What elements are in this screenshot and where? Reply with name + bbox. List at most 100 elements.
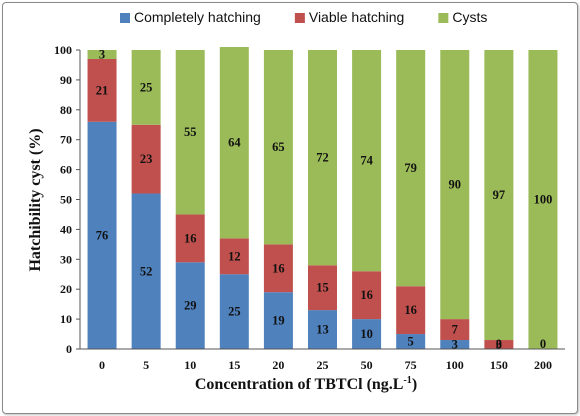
bar-viable-hatching-0: [87, 58, 117, 122]
data-label: 21: [96, 83, 109, 97]
x-tick-label: 0: [99, 358, 105, 372]
data-label: 13: [316, 323, 329, 337]
y-axis-title: Hatchibility cyst (%): [27, 128, 44, 271]
data-label: 3: [496, 338, 502, 352]
y-tick-label: 80: [60, 103, 72, 117]
bar-viable-hatching-10: [175, 214, 205, 263]
y-tick-label: 50: [60, 193, 72, 207]
y-tick-label: 60: [60, 163, 72, 177]
y-tick-label: 10: [60, 312, 72, 326]
bar-cysts-100: [440, 50, 470, 320]
data-label: 97: [493, 188, 506, 202]
data-label: 23: [140, 152, 153, 166]
data-label: 29: [184, 299, 197, 313]
x-axis-title: Concentration of TBTCl (ng.L-1): [195, 375, 417, 393]
legend-label: Completely hatching: [134, 9, 261, 25]
bar-viable-hatching-150: [484, 340, 514, 349]
bar-viable-hatching-20: [263, 244, 293, 293]
data-label: 25: [140, 80, 153, 94]
x-axis-title-main: Concentration of TBTCl (ng.L: [195, 376, 404, 393]
data-label: 52: [140, 264, 153, 278]
bar-completely-hatching-0: [87, 121, 117, 349]
x-tick-label: 100: [446, 358, 464, 372]
data-label: 79: [404, 161, 417, 175]
x-tick-label: 20: [272, 358, 284, 372]
y-tick-label: 30: [60, 252, 72, 266]
x-tick-label: 150: [490, 358, 508, 372]
data-label: 0: [540, 337, 546, 351]
x-tick-label: 10: [184, 358, 196, 372]
data-label: 0: [496, 337, 502, 351]
data-label: 7: [452, 323, 458, 337]
bar-viable-hatching-75: [396, 286, 426, 335]
bar-viable-hatching-5: [131, 124, 161, 194]
data-label: 12: [228, 249, 241, 263]
x-tick-label: 25: [317, 358, 329, 372]
data-label: 10: [360, 327, 373, 341]
legend-swatch: [294, 13, 305, 23]
x-tick-label: 200: [534, 358, 552, 372]
data-label: 100: [534, 193, 553, 207]
data-label: 25: [228, 305, 241, 319]
bar-cysts-5: [131, 50, 161, 125]
bar-cysts-10: [175, 50, 205, 215]
x-tick-label: 5: [143, 358, 149, 372]
bar-completely-hatching-20: [263, 292, 293, 349]
bar-viable-hatching-100: [440, 319, 470, 341]
bar-completely-hatching-15: [219, 274, 249, 349]
y-tick-label: 40: [60, 222, 72, 236]
bar-viable-hatching-15: [219, 238, 249, 275]
legend-label: Cysts: [452, 9, 487, 25]
data-label: 55: [184, 125, 197, 139]
legend: Completely hatching Viable hatching Cysts: [120, 9, 487, 25]
legend-label: Viable hatching: [309, 9, 404, 25]
bar-completely-hatching-5: [131, 193, 161, 349]
x-tick-label: 75: [405, 358, 417, 372]
data-label: 3: [452, 338, 458, 352]
data-label: 64: [228, 136, 241, 150]
bar-cysts-200: [528, 50, 558, 349]
data-label: 19: [272, 314, 285, 328]
bar-cysts-0: [87, 50, 117, 59]
bar-viable-hatching-50: [352, 271, 382, 320]
data-label: 65: [272, 140, 285, 154]
bar-completely-hatching-25: [308, 310, 337, 349]
data-label: 5: [408, 335, 414, 349]
y-tick-label: 70: [60, 133, 72, 147]
bar-cysts-20: [263, 50, 293, 245]
bar-cysts-25: [308, 50, 337, 266]
bars: [87, 47, 558, 349]
bar-completely-hatching-10: [175, 262, 205, 349]
data-label: 16: [184, 231, 197, 245]
x-tick-label: 50: [361, 358, 373, 372]
data-label: 15: [316, 281, 329, 295]
bar-cysts-75: [396, 50, 426, 287]
y-tick-label: 20: [60, 282, 72, 296]
data-labels: 76 21 3 52 23 25 29 16 55 25 12 64 19 16 65 13 15 72 10 16 7…: [96, 47, 553, 351]
data-label: 16: [272, 261, 285, 275]
bar-viable-hatching-25: [308, 265, 337, 311]
data-label: 76: [96, 228, 109, 242]
x-axis-title-superscript: -1: [403, 375, 411, 386]
bar-cysts-150: [484, 50, 514, 341]
data-label: 72: [316, 151, 329, 165]
x-axis-title-suffix: ): [412, 376, 417, 393]
data-label: 90: [449, 178, 462, 192]
legend-swatch: [120, 13, 130, 23]
x-tick-label: 15: [228, 358, 240, 372]
bar-cysts-15: [219, 47, 249, 239]
bar-cysts-50: [352, 50, 382, 272]
legend-swatch: [438, 13, 449, 23]
y-tick-label: 90: [60, 73, 72, 87]
y-tick-label: 100: [54, 43, 72, 57]
data-label: 16: [404, 303, 417, 317]
data-label: 16: [360, 288, 373, 302]
bar-completely-hatching-75: [396, 334, 426, 349]
data-label: 74: [360, 154, 373, 168]
bar-completely-hatching-100: [440, 340, 470, 349]
y-tick-label: 0: [66, 342, 72, 356]
bar-completely-hatching-50: [352, 319, 382, 349]
data-label: 3: [99, 47, 105, 61]
